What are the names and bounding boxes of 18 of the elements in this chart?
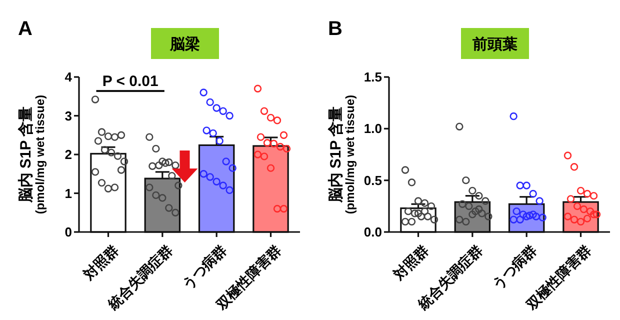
y-tick-label: 3 — [64, 108, 72, 124]
chart-title: 脳梁 — [169, 35, 200, 53]
y-tick-label: 0.5 — [364, 172, 382, 188]
y-axis-title: 脳内 S1P 含量 (pmol/mg wet tissue) — [327, 94, 358, 214]
annotation: P < 0.01 — [102, 73, 158, 90]
y-tick-label: 0.0 — [364, 224, 382, 240]
y-tick-label: 1 — [64, 186, 72, 201]
y-tick-label: 1.0 — [364, 121, 382, 136]
y-tick-label: 0 — [64, 224, 72, 240]
x-tick-label: 対照群 — [390, 242, 432, 284]
y-tick-label: 1.5 — [364, 70, 382, 85]
y-axis-title: 脳内 S1P 含量 (pmol/mg wet tissue) — [17, 94, 48, 214]
y-tick-label: 2 — [64, 147, 72, 162]
y-tick-label: 4 — [64, 70, 73, 85]
x-tick-label: 対照群 — [80, 242, 122, 284]
chart-title: 前頭葉 — [472, 36, 518, 53]
text: A — [18, 18, 32, 40]
text: B — [328, 18, 342, 40]
